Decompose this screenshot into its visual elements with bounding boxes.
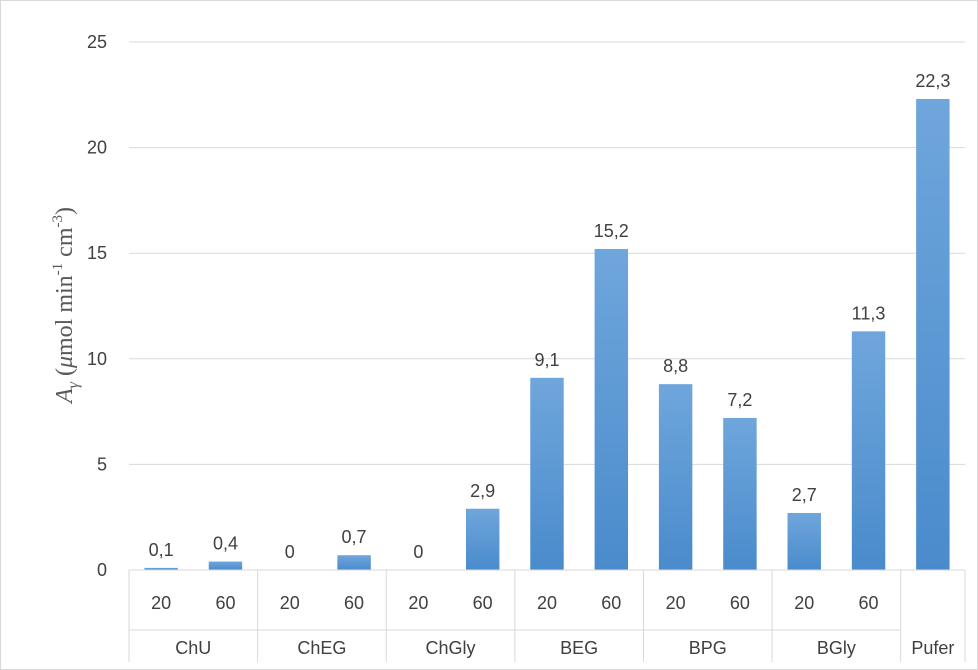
data-label: 9,1 (534, 350, 559, 370)
y-axis-label: Aγ (μmol min-1 cm-3) (50, 207, 82, 405)
gridlines (129, 41, 965, 465)
bar (530, 377, 564, 570)
bar (337, 555, 371, 570)
y-tick-label: 20 (87, 138, 107, 158)
bar (851, 331, 886, 570)
y-tick-label: 10 (87, 349, 107, 369)
x-axis: 20 60 ChU 20 60 ChEG 20 60 ChGly 20 60 BEG 20 60 BPG 20… (128, 569, 966, 662)
x-group-label: ChEG (297, 638, 346, 658)
data-label: 11,3 (852, 303, 886, 323)
x-group-label: BPG (689, 638, 727, 658)
data-label: 0,4 (213, 534, 238, 554)
data-label: 0 (413, 542, 423, 562)
ylabel-exp-a: -1 (50, 263, 66, 276)
y-tick-label: 15 (87, 243, 107, 263)
bar (723, 417, 757, 570)
ylabel-close: ) (52, 207, 78, 215)
data-label: 22,3 (915, 71, 950, 91)
ylabel-open: ( (52, 368, 78, 382)
ylabel-unit-a: mol min (52, 275, 78, 356)
x-group-label: BEG (560, 638, 598, 658)
bar (787, 512, 821, 570)
data-label: 0,1 (149, 540, 174, 560)
x-category-label: 20 (666, 593, 686, 613)
bar (208, 561, 243, 570)
x-category-label: 20 (794, 593, 814, 613)
x-category-label: 60 (473, 593, 493, 613)
x-category-label: 60 (859, 593, 879, 613)
data-label: 15,2 (594, 221, 629, 241)
y-tick-label: 5 (97, 454, 107, 474)
data-label: 8,8 (663, 356, 688, 376)
data-labels: 0,1 0,4 0 0,7 0 2,9 9,1 15,2 8,8 7,2 2,7 11,3 22,3 (149, 71, 951, 562)
bars (144, 99, 950, 571)
x-group-label: Pufer (911, 638, 954, 658)
ylabel-symbol: A (52, 388, 78, 405)
x-category-label: 20 (280, 593, 300, 613)
data-label: 2,7 (792, 485, 817, 505)
x-group-label: BGly (817, 638, 856, 658)
ylabel-unit-b: cm (52, 227, 78, 263)
bar (916, 99, 950, 571)
y-tick-label: 25 (87, 32, 107, 52)
x-group-label: ChGly (426, 638, 476, 658)
x-category-label: 20 (151, 593, 171, 613)
x-category-label: 60 (215, 593, 235, 613)
ylabel-exp-b: -3 (50, 215, 66, 228)
bar (658, 384, 693, 570)
bar (465, 508, 500, 570)
data-label: 0,7 (342, 527, 367, 547)
y-tick-label: 0 (97, 560, 107, 580)
data-label: 0 (285, 542, 295, 562)
y-axis-ticks: 0 5 10 15 20 25 (87, 32, 107, 580)
ylabel-subscript: γ (65, 381, 82, 388)
bar (594, 248, 629, 570)
x-category-label: 20 (537, 593, 557, 613)
ylabel-mu: μ (52, 356, 78, 369)
x-group-label: ChU (175, 638, 211, 658)
x-category-label: 60 (601, 593, 621, 613)
data-label: 7,2 (727, 390, 752, 410)
x-category-label: 20 (408, 593, 428, 613)
x-category-label: 60 (730, 593, 750, 613)
bar (144, 567, 178, 570)
data-label: 2,9 (470, 481, 495, 501)
x-category-label: 60 (344, 593, 364, 613)
